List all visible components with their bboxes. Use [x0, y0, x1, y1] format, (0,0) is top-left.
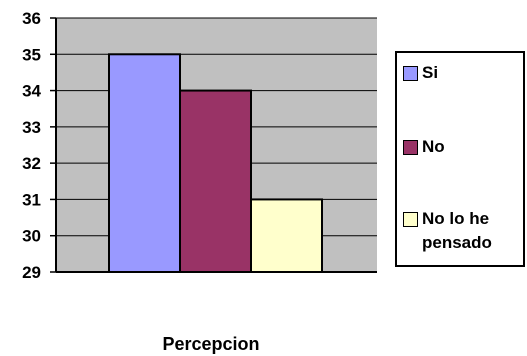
- legend-item-no: No: [403, 135, 522, 159]
- bar-no: [179, 89, 252, 273]
- y-tick-label: 31: [22, 190, 41, 209]
- legend: Si No No lo he pensado: [395, 51, 525, 267]
- legend-swatch-no: [403, 140, 418, 155]
- y-tick-label: 29: [22, 263, 41, 282]
- bar-no-lo-he-pensado: [250, 198, 323, 273]
- legend-label-si: Si: [422, 63, 439, 82]
- legend-label-no-lo-he-pensado: No lo he pensado: [422, 209, 492, 252]
- y-tick-label: 35: [22, 45, 41, 64]
- x-axis-label: Percepcion: [162, 334, 259, 354]
- legend-item-no-lo-he-pensado: No lo he pensado: [403, 207, 522, 255]
- y-tick-label: 36: [22, 9, 41, 28]
- y-axis-ticks: 29 30 31 32 33 34 35 36: [22, 9, 56, 282]
- legend-item-si: Si: [403, 61, 522, 85]
- legend-label-no: No: [422, 137, 445, 156]
- bars: [108, 53, 323, 273]
- y-tick-label: 30: [22, 227, 41, 246]
- bar-si: [108, 53, 181, 273]
- legend-swatch-si: [403, 66, 418, 81]
- legend-swatch-no-lo-he-pensado: [403, 212, 418, 227]
- y-tick-label: 34: [22, 82, 41, 101]
- y-tick-label: 32: [22, 154, 41, 173]
- y-tick-label: 33: [22, 118, 41, 137]
